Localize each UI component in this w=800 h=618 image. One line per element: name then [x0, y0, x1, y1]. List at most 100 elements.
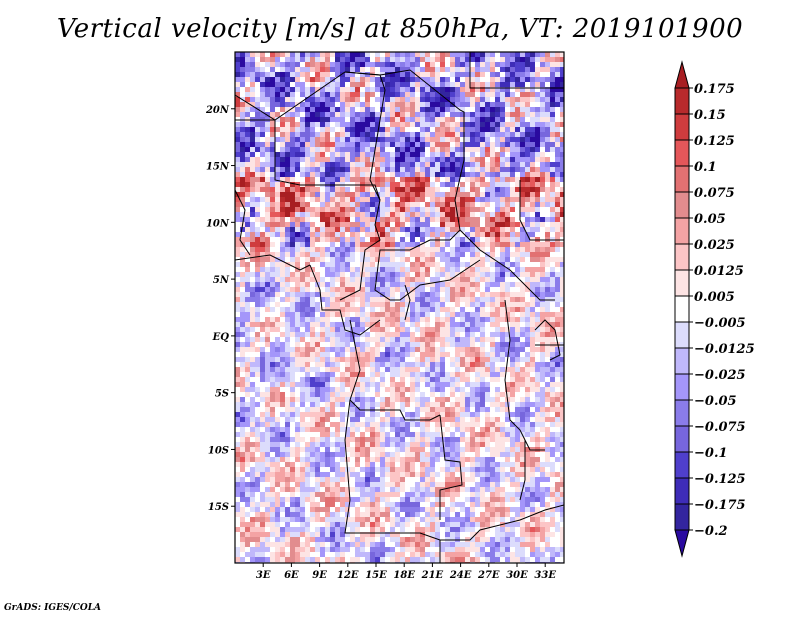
field-cell: [270, 87, 275, 92]
field-cell: [550, 252, 555, 257]
field-cell: [465, 177, 470, 182]
field-cell: [490, 172, 495, 177]
field-cell: [385, 187, 390, 192]
field-cell: [260, 297, 265, 302]
field-cell: [540, 197, 545, 202]
field-cell: [500, 387, 505, 392]
field-cell: [275, 407, 280, 412]
field-cell: [335, 262, 340, 267]
field-cell: [530, 377, 535, 382]
field-cell: [300, 287, 305, 292]
field-cell: [415, 187, 420, 192]
field-cell: [330, 357, 335, 362]
field-cell: [275, 342, 280, 347]
field-cell: [490, 397, 495, 402]
field-cell: [290, 192, 295, 197]
field-cell: [320, 137, 325, 142]
field-cell: [525, 122, 530, 127]
field-cell: [495, 67, 500, 72]
field-cell: [455, 307, 460, 312]
field-cell: [275, 137, 280, 142]
field-cell: [380, 297, 385, 302]
field-cell: [480, 202, 485, 207]
field-cell: [330, 87, 335, 92]
field-cell: [465, 307, 470, 312]
field-cell: [310, 57, 315, 62]
field-cell: [265, 197, 270, 202]
field-cell: [265, 402, 270, 407]
field-cell: [345, 362, 350, 367]
field-cell: [470, 142, 475, 147]
field-cell: [395, 182, 400, 187]
field-cell: [280, 232, 285, 237]
field-cell: [405, 332, 410, 337]
field-cell: [540, 142, 545, 147]
field-cell: [470, 67, 475, 72]
field-cell: [475, 317, 480, 322]
field-cell: [305, 147, 310, 152]
field-cell: [415, 402, 420, 407]
field-cell: [445, 297, 450, 302]
field-cell: [340, 272, 345, 277]
field-cell: [500, 382, 505, 387]
field-cell: [375, 157, 380, 162]
field-cell: [400, 337, 405, 342]
field-cell: [430, 172, 435, 177]
field-cell: [285, 352, 290, 357]
field-cell: [355, 272, 360, 277]
field-cell: [550, 302, 555, 307]
field-cell: [240, 272, 245, 277]
field-cell: [245, 207, 250, 212]
field-cell: [455, 197, 460, 202]
field-cell: [420, 127, 425, 132]
field-cell: [255, 92, 260, 97]
field-cell: [330, 332, 335, 337]
field-cell: [345, 382, 350, 387]
field-cell: [435, 267, 440, 272]
field-cell: [300, 127, 305, 132]
field-cell: [360, 282, 365, 287]
field-cell: [290, 262, 295, 267]
field-cell: [530, 212, 535, 217]
field-cell: [405, 262, 410, 267]
field-cell: [530, 362, 535, 367]
field-cell: [295, 327, 300, 332]
field-cell: [545, 292, 550, 297]
field-cell: [290, 222, 295, 227]
field-cell: [490, 177, 495, 182]
field-cell: [290, 232, 295, 237]
field-cell: [295, 242, 300, 247]
field-cell: [360, 82, 365, 87]
field-cell: [240, 257, 245, 262]
field-cell: [515, 177, 520, 182]
field-cell: [440, 382, 445, 387]
field-cell: [290, 152, 295, 157]
field-cell: [420, 222, 425, 227]
field-cell: [325, 282, 330, 287]
field-cell: [275, 92, 280, 97]
field-cell: [450, 267, 455, 272]
field-cell: [540, 372, 545, 377]
field-cell: [255, 67, 260, 72]
field-cell: [425, 147, 430, 152]
field-cell: [415, 362, 420, 367]
field-cell: [345, 357, 350, 362]
field-cell: [560, 212, 564, 217]
field-cell: [375, 357, 380, 362]
field-cell: [490, 92, 495, 97]
field-cell: [465, 182, 470, 187]
field-cell: [265, 82, 270, 87]
field-cell: [455, 377, 460, 382]
field-cell: [495, 332, 500, 337]
field-cell: [325, 267, 330, 272]
field-cell: [235, 282, 240, 287]
field-cell: [480, 277, 485, 282]
field-cell: [500, 337, 505, 342]
field-cell: [550, 167, 555, 172]
field-cell: [510, 197, 515, 202]
field-cell: [385, 142, 390, 147]
field-cell: [535, 352, 540, 357]
field-cell: [540, 242, 545, 247]
field-cell: [295, 267, 300, 272]
field-cell: [345, 127, 350, 132]
